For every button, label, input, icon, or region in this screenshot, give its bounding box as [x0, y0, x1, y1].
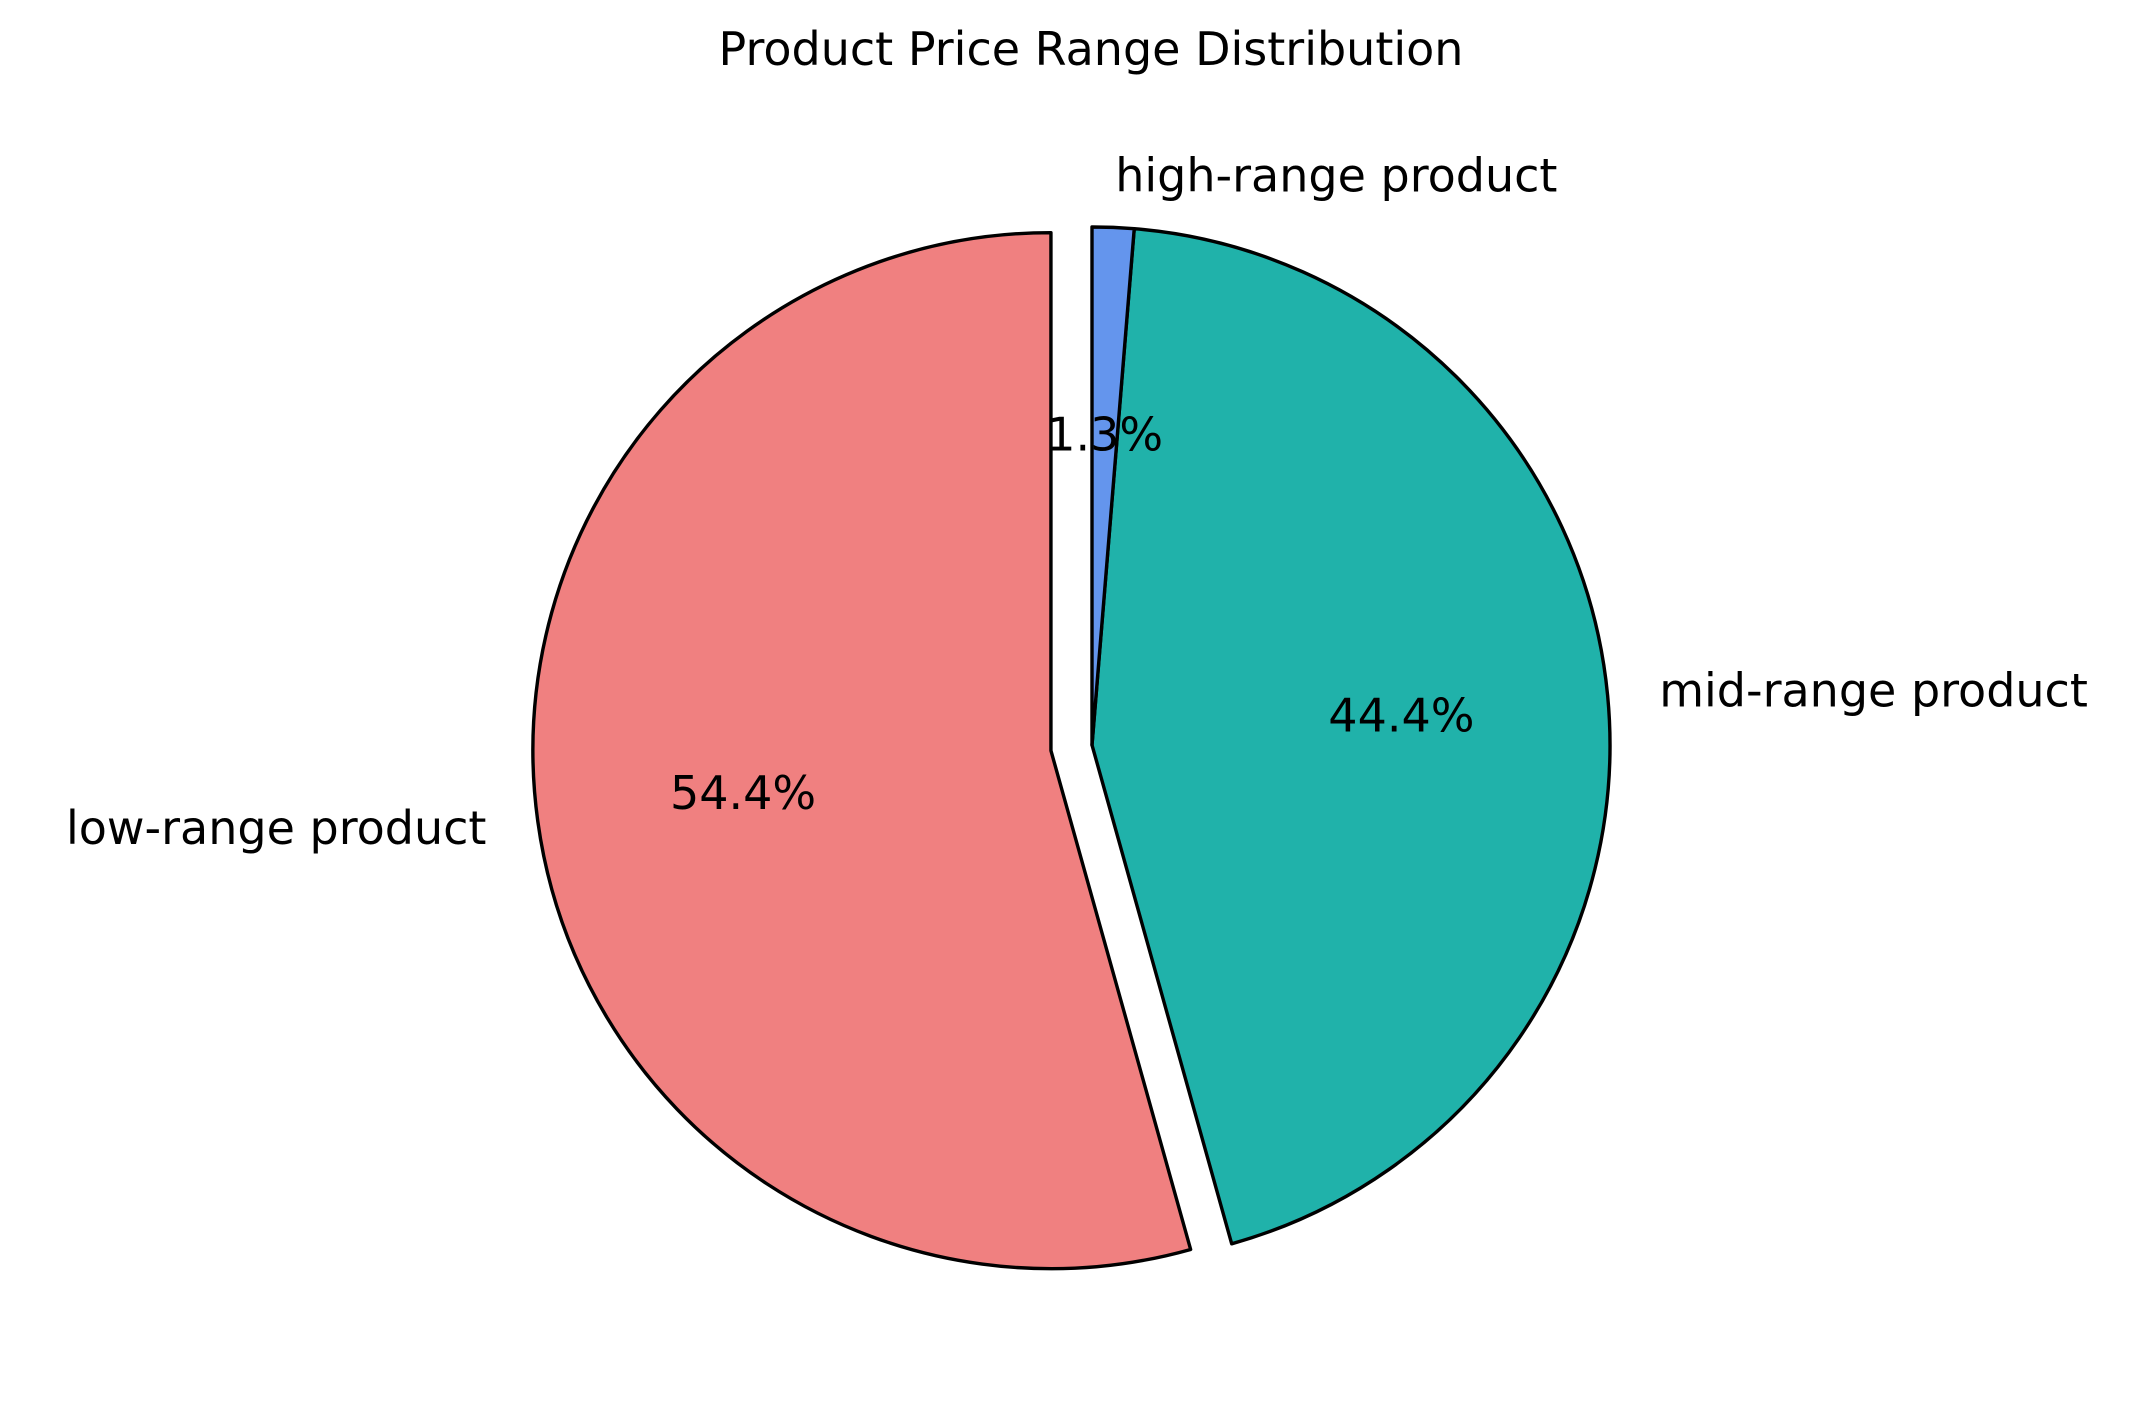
slice-percent-label: 44.4% [1328, 688, 1474, 742]
slice-label: low-range product [66, 801, 486, 855]
slice-percent-label: 1.3% [1046, 407, 1163, 461]
pie-slice-high-range-product [1090, 225, 1136, 747]
pie-slice-low-range-product [531, 230, 1193, 1271]
chart-title: Product Price Range Distribution [719, 22, 1464, 76]
slice-label: mid-range product [1659, 664, 2088, 718]
pie-labels: low-range product 54.4% mid-range product 4… [66, 149, 2088, 856]
slice-label: high-range product [1115, 149, 1557, 203]
pie-slice-mid-range-product [1090, 227, 1612, 1246]
pie-slices [531, 225, 1612, 1271]
slice-percent-label: 54.4% [670, 766, 816, 820]
